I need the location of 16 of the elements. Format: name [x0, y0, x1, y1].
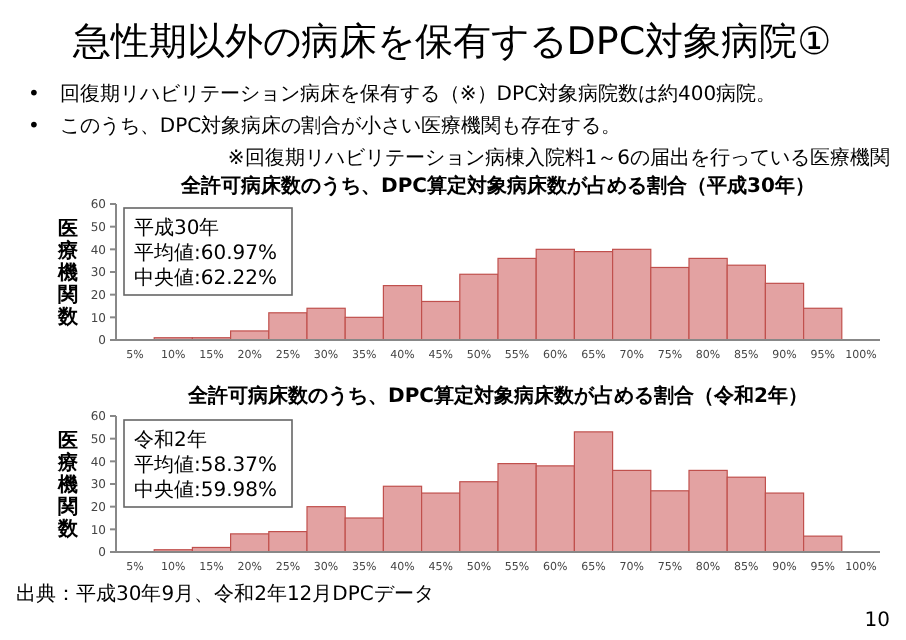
annotation: 中央値:62.22%: [134, 266, 277, 290]
annotation: 平均値:58.37%: [134, 453, 277, 477]
text: • 回復期リハビリテーション病床を保有する（※）DPC対象病院数は約400病院。: [28, 82, 777, 106]
chart-title: 全許可病床数のうち、DPC算定対象病床数が占める割合（平成30年）: [179, 174, 815, 198]
annotation: 令和2年: [134, 428, 207, 452]
text: 急性期以外の病床を保有するDPC対象病院①: [70, 20, 832, 64]
y-axis-title: 医療機関数: [56, 429, 80, 541]
annotation: 平成30年: [134, 216, 220, 240]
y-axis-title: 医療機関数: [56, 217, 80, 329]
text: ※回復期リハビリテーション病棟入院料1～6の届出を行っている医療機関: [227, 146, 890, 170]
text: • このうち、DPC対象病床の割合が小さい医療機関も存在する。: [28, 114, 622, 138]
annotation: 平均値:60.97%: [134, 241, 277, 265]
annotation: 中央値:59.98%: [134, 478, 277, 502]
text: 10: [864, 610, 890, 632]
source-note: 出典：平成30年9月、令和2年12月DPCデータ: [16, 582, 434, 606]
chart-title: 全許可病床数のうち、DPC算定対象病床数が占める割合（令和2年）: [186, 384, 808, 408]
